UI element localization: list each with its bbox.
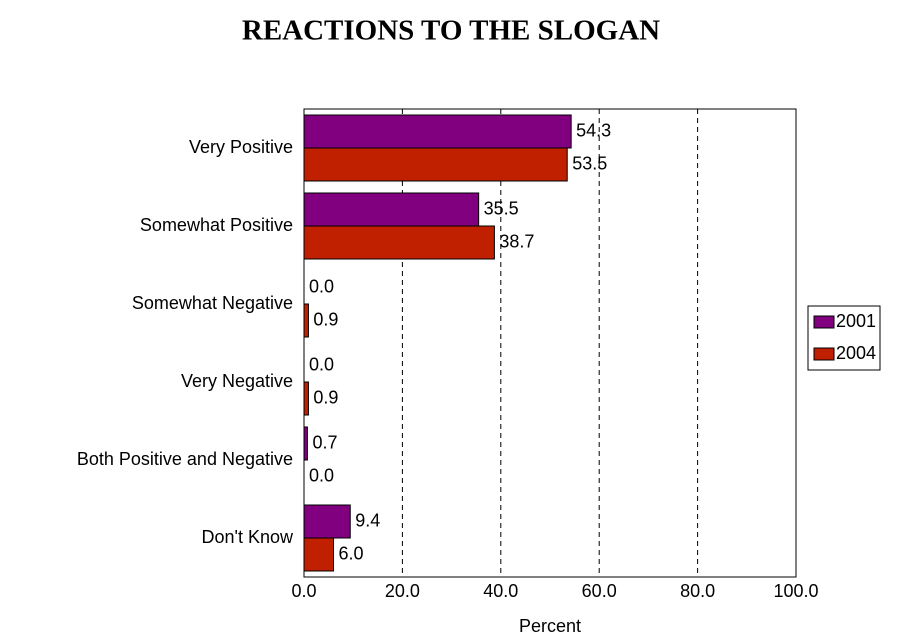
bar — [303, 114, 572, 149]
legend-label: 2004 — [836, 343, 876, 363]
value-label: 0.0 — [309, 465, 334, 485]
legend-swatch — [813, 347, 835, 361]
value-label: 6.0 — [339, 543, 364, 563]
x-tick-label: 20.0 — [385, 581, 420, 601]
x-tick-label: 80.0 — [680, 581, 715, 601]
x-tick-label: 100.0 — [773, 581, 818, 601]
legend-swatch — [813, 315, 835, 329]
x-tick-label: 60.0 — [582, 581, 617, 601]
value-label: 0.9 — [313, 309, 338, 329]
value-label: 0.7 — [312, 432, 337, 452]
value-label: 0.0 — [309, 276, 334, 296]
y-tick-label: Very Positive — [189, 137, 293, 157]
y-tick-label: Don't Know — [202, 527, 294, 547]
bar — [303, 147, 568, 182]
y-tick-label: Both Positive and Negative — [77, 449, 293, 469]
bar — [303, 225, 495, 260]
value-label: 53.5 — [572, 153, 607, 173]
x-axis-label: Percent — [519, 616, 581, 636]
y-tick-label: Somewhat Positive — [140, 215, 293, 235]
y-tick-label: Somewhat Negative — [132, 293, 293, 313]
bar — [303, 426, 308, 461]
bar — [303, 537, 335, 572]
bar — [303, 192, 480, 227]
bar — [303, 504, 351, 539]
x-tick-label: 0.0 — [291, 581, 316, 601]
plot-frame — [303, 108, 797, 578]
value-label: 38.7 — [499, 231, 534, 251]
value-label: 0.9 — [313, 387, 338, 407]
x-tick-label: 40.0 — [483, 581, 518, 601]
value-label: 54.3 — [576, 120, 611, 140]
chart-title: REACTIONS TO THE SLOGAN — [242, 15, 660, 47]
y-tick-label: Very Negative — [181, 371, 293, 391]
value-label: 0.0 — [309, 354, 334, 374]
bar — [303, 303, 309, 338]
value-label: 9.4 — [355, 510, 380, 530]
value-label: 35.5 — [484, 198, 519, 218]
legend-label: 2001 — [836, 311, 876, 331]
bar — [303, 381, 309, 416]
